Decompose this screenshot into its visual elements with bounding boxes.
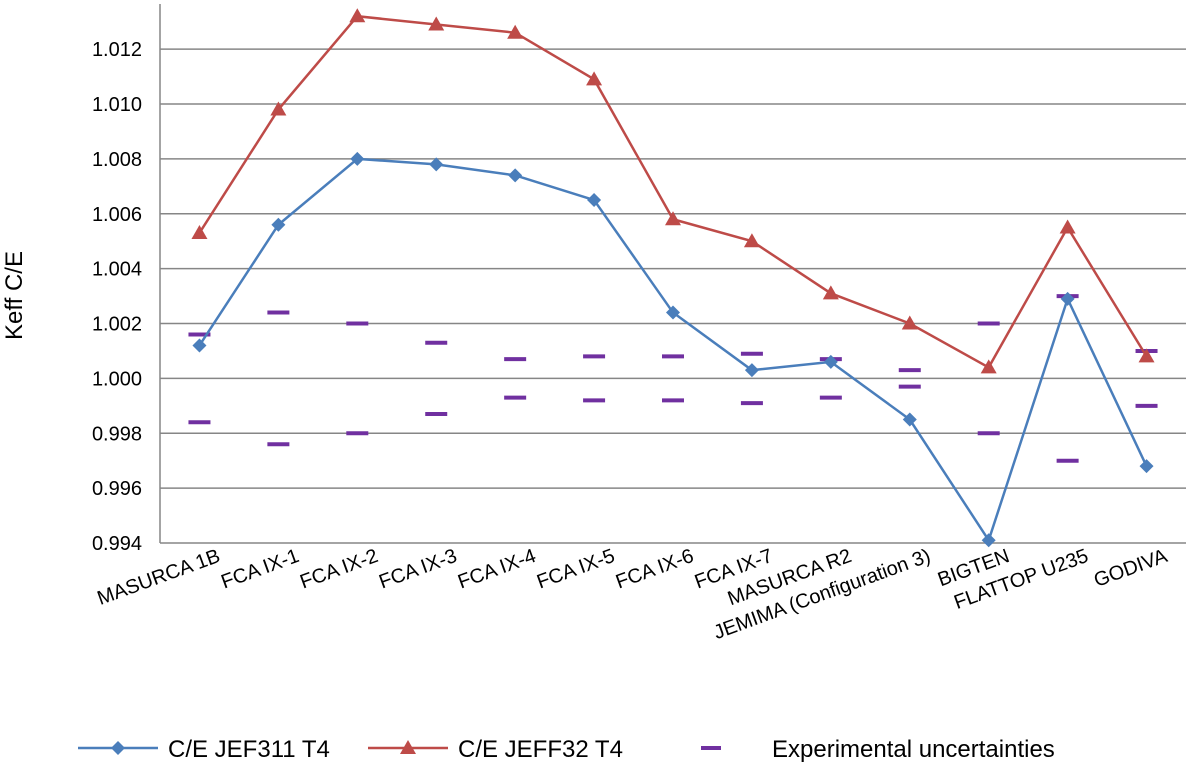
- data-point-jeff32: [191, 224, 208, 239]
- x-tick-label: FCA IX-4: [455, 545, 539, 593]
- data-point-jeff32: [901, 315, 918, 330]
- data-point-jef311: [350, 151, 365, 166]
- y-tick-label: 1.008: [92, 149, 142, 171]
- y-tick-label: 1.012: [92, 39, 142, 61]
- gridlines: [160, 48, 1186, 544]
- data-point-jef311: [508, 168, 523, 183]
- data-point-jeff32: [1138, 348, 1155, 363]
- data-point-jef311: [192, 338, 207, 353]
- data-point-jef311: [271, 217, 286, 232]
- data-point-jef311: [823, 354, 838, 369]
- data-point-jeff32: [980, 359, 997, 374]
- x-tick-label: FCA IX-2: [297, 545, 381, 593]
- data-point-jeff32: [586, 71, 603, 86]
- data-point-jeff32: [1059, 219, 1076, 234]
- x-tick-label: GODIVA: [1091, 545, 1171, 592]
- data-point-jef311: [666, 305, 680, 320]
- legend-marker-jef311: [111, 741, 125, 755]
- y-tick-label: 1.002: [92, 314, 142, 336]
- x-tick-label: FCA IX-3: [376, 545, 460, 593]
- data-point-jef311: [902, 412, 917, 427]
- data-point-jef311: [587, 193, 602, 208]
- y-axis-title: Keff C/E: [1, 251, 28, 340]
- data-point-jeff32: [665, 211, 681, 226]
- data-point-jeff32: [743, 233, 760, 248]
- data-point-jef311: [981, 533, 996, 548]
- legend-label-jeff32: C/E JEFF32 T4: [458, 736, 623, 763]
- data-point-jeff32: [822, 285, 839, 300]
- data-point-jef311: [744, 363, 759, 378]
- y-tick-label: 1.006: [92, 204, 142, 226]
- x-tick-label: FCA IX-1: [218, 545, 302, 593]
- data-point-jeff32: [507, 24, 524, 39]
- y-tick-labels: 0.994 0.996 0.998 1.000 1.002 1.004 1.006 1.008…: [92, 39, 142, 555]
- legend-label-jef311: C/E JEF311 T4: [168, 736, 330, 763]
- data-point-jeff32: [428, 16, 445, 31]
- legend-marker-jeff32: [400, 740, 416, 754]
- data-point-jeff32: [349, 8, 366, 23]
- uncertainty-marks: [188, 294, 1158, 463]
- x-tick-label: FCA IX-5: [534, 545, 618, 593]
- y-tick-label: 1.004: [92, 259, 142, 281]
- y-tick-label: 0.994: [92, 533, 142, 555]
- y-tick-label: 1.000: [92, 368, 142, 390]
- y-tick-label: 1.010: [92, 94, 142, 116]
- data-point-jeff32: [270, 101, 287, 116]
- data-point-jef311: [429, 157, 444, 172]
- data-series: [191, 8, 1155, 548]
- legend: C/E JEF311 T4 C/E JEFF32 T4 Experimental u…: [78, 736, 1055, 763]
- y-tick-label: 0.996: [92, 478, 142, 500]
- y-tick-label: 0.998: [92, 423, 142, 445]
- data-point-jef311: [1060, 291, 1075, 306]
- x-tick-label: FCA IX-6: [613, 545, 697, 593]
- legend-label-uncertainty: Experimental uncertainties: [772, 736, 1055, 763]
- data-point-jef311: [1139, 459, 1154, 474]
